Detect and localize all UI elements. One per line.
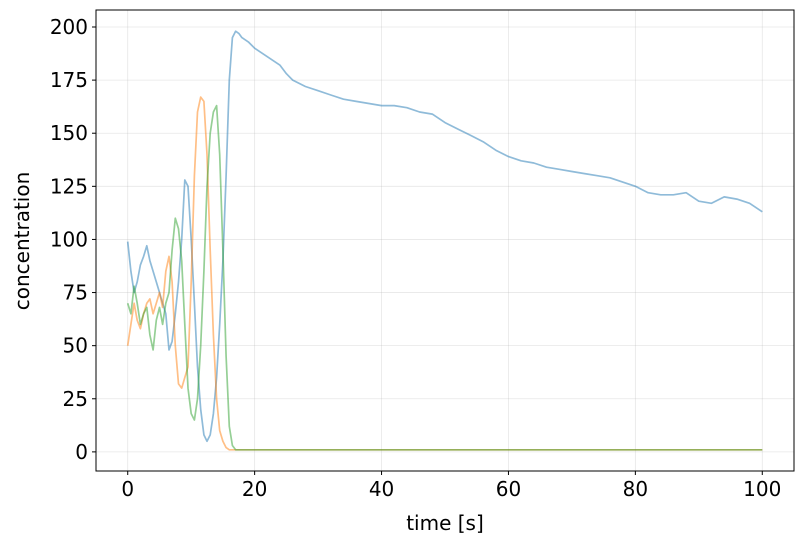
x-tick-label: 0 [121,477,134,501]
x-tick-label: 80 [623,477,648,501]
x-axis-label: time [s] [406,511,484,535]
y-tick-label: 25 [63,387,88,411]
series-line-3 [126,104,763,451]
y-tick-label: 50 [63,334,88,358]
y-tick-label: 125 [50,174,88,198]
y-tick-label: 75 [63,281,88,305]
y-tick-label: 150 [50,121,88,145]
series-line-1 [126,30,763,443]
x-tick-label: 40 [369,477,394,501]
plot-frame [95,9,795,472]
y-axis-label: concentration [10,172,34,311]
y-tick-label: 0 [75,440,88,464]
y-tick-label: 100 [50,227,88,251]
series-layer [126,30,763,451]
y-tick-label: 175 [50,68,88,92]
x-tick-label: 20 [242,477,267,501]
x-axis: 0 20 40 60 80 100 [121,471,781,501]
y-axis: 0 25 50 75 100 125 150 175 200 [50,15,96,464]
x-tick-label: 60 [496,477,521,501]
grid-lines [96,10,794,471]
x-tick-label: 100 [743,477,781,501]
y-tick-label: 200 [50,15,88,39]
